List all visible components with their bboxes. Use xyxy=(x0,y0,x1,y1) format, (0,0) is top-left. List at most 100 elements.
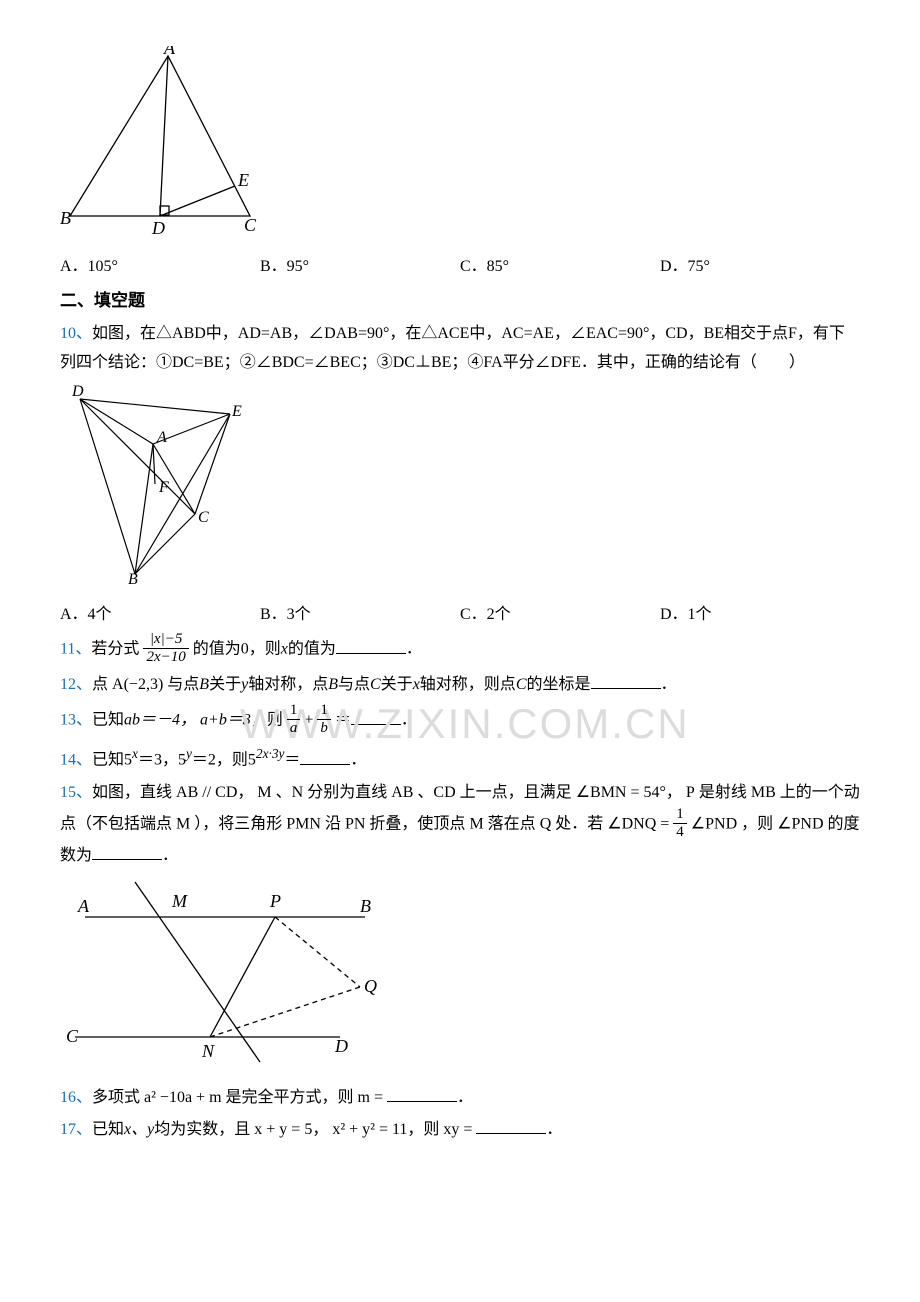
q11-frac-num: |x|−5 xyxy=(143,631,188,649)
q15-ab: AB // CD xyxy=(176,784,237,801)
q17-a: 已知 xyxy=(92,1121,124,1138)
q13-b: 则 xyxy=(267,712,283,729)
q14: 14、已知5x＝3，5y＝2，则52x·3y＝． xyxy=(60,742,860,775)
q12-g: 轴对称，则点 xyxy=(420,676,516,693)
q13-plus: + xyxy=(304,712,313,729)
pt-B: B xyxy=(60,208,71,228)
svg-text:A: A xyxy=(77,896,90,916)
q10-text: 如图，在△ABD中，AD=AB，∠DAB=90°，在△ACE中，AC=AE，∠E… xyxy=(60,325,845,371)
q15-mb: MB xyxy=(751,784,776,801)
q12-a: 点 xyxy=(92,676,108,693)
q17: 17、已知x、y均为实数，且 x + y = 5， x² + y² = 11，则… xyxy=(60,1116,860,1145)
q15-num: 15、 xyxy=(60,784,92,801)
q16-blank xyxy=(387,1085,457,1102)
svg-text:B: B xyxy=(360,896,371,916)
q16-expr: a² −10a + m xyxy=(144,1089,222,1106)
q14-eq3: ＝ xyxy=(284,752,300,769)
q12-apt: A(−2,3) xyxy=(112,676,163,693)
q11-b: 的值为0，则 xyxy=(193,641,281,658)
q10-opt-a: A．4个 xyxy=(60,601,260,630)
q12-c: 关于 xyxy=(209,676,241,693)
q9-options: A．105° B．95° C．85° D．75° xyxy=(60,253,860,282)
q13-f2d: b xyxy=(317,720,331,737)
q13-eq2: a+b＝3， xyxy=(200,712,267,729)
q11-blank xyxy=(336,637,406,654)
q16-a: 多项式 xyxy=(92,1089,140,1106)
q15-ang1: ∠BMN = 54° xyxy=(576,784,666,801)
q17-xy: x、y xyxy=(124,1121,154,1138)
q11-frac-den: 2x−10 xyxy=(143,649,188,666)
q15-M: M xyxy=(176,816,190,833)
q9-figure: A B C D E xyxy=(60,46,860,247)
q14-num: 14、 xyxy=(60,752,92,769)
svg-text:C: C xyxy=(66,1026,79,1046)
q10-options: A．4个 B．3个 C．2个 D．1个 xyxy=(60,601,860,630)
q16: 16、多项式 a² −10a + m 是完全平方式，则 m = ． xyxy=(60,1084,860,1113)
svg-text:P: P xyxy=(269,891,281,911)
q9-opt-c: C．85° xyxy=(460,253,660,282)
svg-text:N: N xyxy=(201,1041,215,1061)
q16-num: 16、 xyxy=(60,1089,92,1106)
q14-blank xyxy=(300,748,350,765)
q12-x: x xyxy=(413,676,420,693)
q16-b: 是完全平方式，则 xyxy=(226,1089,354,1106)
q12-num: 12、 xyxy=(60,676,92,693)
q10-num: 10、 xyxy=(60,325,92,342)
q11-c: 的值为 xyxy=(288,641,336,658)
q13-f2n: 1 xyxy=(317,702,331,720)
pt-E: E xyxy=(237,170,249,190)
q17-res: xy = xyxy=(443,1121,472,1138)
q11-num: 11、 xyxy=(60,641,91,658)
q17-blank xyxy=(476,1117,546,1134)
q17-num: 17、 xyxy=(60,1121,92,1138)
q15-ang3: ∠PND xyxy=(777,816,823,833)
q15-M2: M xyxy=(469,816,483,833)
q10-opt-c: C．2个 xyxy=(460,601,660,630)
q15-fn: 1 xyxy=(673,806,687,824)
q12-B2: B xyxy=(328,676,338,693)
svg-text:D: D xyxy=(334,1036,348,1056)
pt-D: D xyxy=(151,218,165,236)
q15-ang2b: ∠PND xyxy=(691,816,737,833)
q13-f1n: 1 xyxy=(287,702,301,720)
q12-h: 的坐标是 xyxy=(526,676,590,693)
q10-opt-d: D．1个 xyxy=(660,601,860,630)
q12-C2: C xyxy=(516,676,527,693)
q15-j: 折叠，使顶点 xyxy=(365,816,465,833)
q17-c: ， xyxy=(312,1121,328,1138)
q11: 11、若分式 |x|−52x−10 的值为0，则x的值为． xyxy=(60,633,860,667)
q9-opt-d: D．75° xyxy=(660,253,860,282)
q14-exp: 2x·3y xyxy=(256,746,285,761)
q13-num: 13、 xyxy=(60,712,92,729)
q11-a: 若分式 xyxy=(91,641,139,658)
q12-blank xyxy=(591,672,661,689)
q15-c: 分别为直线 xyxy=(303,784,387,801)
q12-C: C xyxy=(370,676,381,693)
q13-eq1: ab＝－4， xyxy=(124,712,196,729)
svg-text:A: A xyxy=(156,429,167,446)
q13-f1: 1a xyxy=(287,702,301,736)
q13: 13、已知ab＝－4， a+b＝3，则 1a + 1b ＝． xyxy=(60,704,860,738)
q12-B: B xyxy=(199,676,209,693)
svg-text:B: B xyxy=(128,571,138,584)
svg-text:D: D xyxy=(71,384,84,400)
pt-C: C xyxy=(244,215,257,235)
q14-eq2: ＝2，则5 xyxy=(192,752,256,769)
q13-f2: 1b xyxy=(317,702,331,736)
q15-k: 落在点 xyxy=(484,816,536,833)
q12-f: 关于 xyxy=(381,676,413,693)
q15-figure: A B C D M P N Q xyxy=(60,877,860,1078)
q15-ab2: AB 、CD xyxy=(391,784,455,801)
q15-e: ， xyxy=(666,784,682,801)
q13-f1d: a xyxy=(287,720,301,737)
q11-var: x xyxy=(281,641,288,658)
q15-l: 处．若 xyxy=(551,816,603,833)
q15-frac: 14 xyxy=(673,806,687,840)
q10-opt-b: B．3个 xyxy=(260,601,460,630)
q17-d: ，则 xyxy=(407,1121,439,1138)
q9-opt-b: B．95° xyxy=(260,253,460,282)
q9-opt-a: A．105° xyxy=(60,253,260,282)
q11-frac: |x|−52x−10 xyxy=(143,631,188,665)
q13-blank xyxy=(351,708,401,725)
section-2-title: 二、填空题 xyxy=(60,286,860,317)
